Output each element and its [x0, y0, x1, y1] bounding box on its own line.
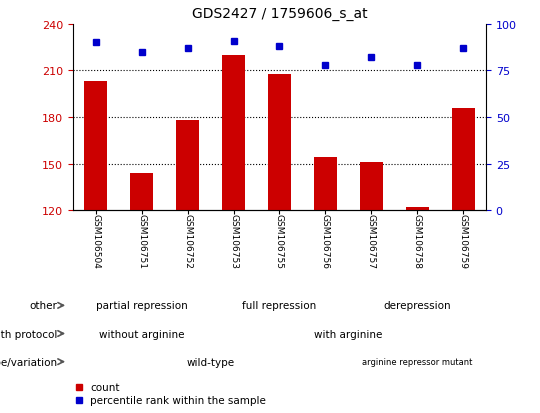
Text: full repression: full repression — [242, 301, 316, 311]
Text: GSM106758: GSM106758 — [413, 214, 422, 268]
Bar — [222, 56, 245, 211]
Bar — [176, 121, 199, 211]
Text: wild-type: wild-type — [186, 357, 235, 367]
Text: partial repression: partial repression — [96, 301, 187, 311]
Text: GSM106504: GSM106504 — [91, 214, 100, 268]
Bar — [268, 74, 291, 211]
Bar — [406, 208, 429, 211]
Text: derepression: derepression — [383, 301, 451, 311]
Text: without arginine: without arginine — [99, 329, 185, 339]
Bar — [130, 173, 153, 211]
Bar — [84, 82, 107, 211]
Text: GSM106755: GSM106755 — [275, 214, 284, 268]
Text: GSM106751: GSM106751 — [137, 214, 146, 268]
Text: GSM106752: GSM106752 — [183, 214, 192, 268]
Text: genotype/variation: genotype/variation — [0, 357, 58, 367]
Text: GSM106756: GSM106756 — [321, 214, 330, 268]
Text: GSM106759: GSM106759 — [458, 214, 468, 268]
Text: percentile rank within the sample: percentile rank within the sample — [90, 395, 266, 405]
Text: growth protocol: growth protocol — [0, 329, 58, 339]
Bar — [360, 163, 383, 211]
Text: GSM106753: GSM106753 — [229, 214, 238, 268]
Text: arginine repressor mutant: arginine repressor mutant — [362, 357, 472, 366]
Text: GSM106757: GSM106757 — [367, 214, 376, 268]
Text: count: count — [90, 382, 120, 392]
Bar — [451, 109, 475, 211]
Bar — [314, 158, 337, 211]
Text: other: other — [30, 301, 58, 311]
Text: with arginine: with arginine — [314, 329, 382, 339]
Title: GDS2427 / 1759606_s_at: GDS2427 / 1759606_s_at — [192, 7, 367, 21]
